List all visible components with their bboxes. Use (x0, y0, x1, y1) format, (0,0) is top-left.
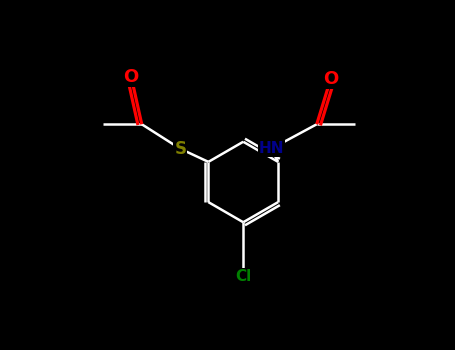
Text: O: O (124, 68, 139, 86)
Text: S: S (174, 140, 186, 158)
Text: HN: HN (258, 141, 284, 156)
Text: O: O (323, 70, 339, 88)
Text: Cl: Cl (235, 269, 251, 284)
